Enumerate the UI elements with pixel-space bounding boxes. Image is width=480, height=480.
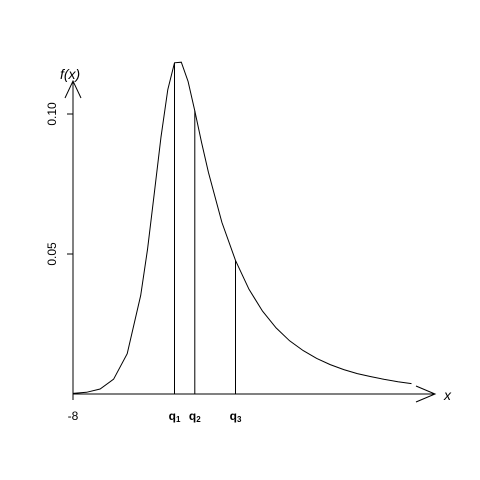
y-tick-label: 0.10 bbox=[45, 102, 59, 126]
quantile-label: q2 bbox=[189, 409, 201, 424]
quantile-label: q3 bbox=[230, 409, 242, 424]
y-tick-label: 0.05 bbox=[45, 242, 59, 266]
y-ticks: 0.05 0.10 bbox=[45, 102, 73, 266]
quantile-lines bbox=[174, 62, 236, 394]
x-axis-title: x bbox=[443, 387, 452, 403]
quantile-labels: q1 q2 q3 bbox=[169, 409, 242, 424]
y-axis-title: f(x) bbox=[60, 66, 80, 82]
quantile-label: q1 bbox=[169, 409, 181, 424]
x-tick-label: -8 bbox=[68, 409, 79, 423]
density-curve bbox=[72, 61, 412, 394]
y-axis-arrowhead bbox=[64, 79, 82, 99]
x-axis-arrowhead bbox=[415, 385, 437, 403]
